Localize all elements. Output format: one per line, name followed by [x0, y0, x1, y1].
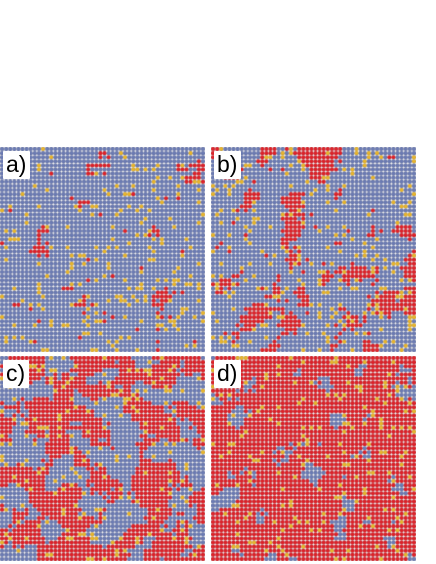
- lattice-grid-d: [211, 356, 416, 561]
- panel-label-a: a): [3, 151, 31, 179]
- panel-c: c): [0, 356, 205, 561]
- lattice-grid-b: [211, 147, 416, 352]
- panel-label-c: c): [3, 360, 30, 388]
- panel-a: a): [0, 147, 205, 352]
- lattice-grid-c: [0, 356, 205, 561]
- panel-label-d: d): [214, 360, 242, 388]
- panel-d: d): [211, 356, 416, 561]
- panel-label-b: b): [214, 151, 242, 179]
- lattice-grid-a: [0, 147, 205, 352]
- panel-b: b): [211, 147, 416, 352]
